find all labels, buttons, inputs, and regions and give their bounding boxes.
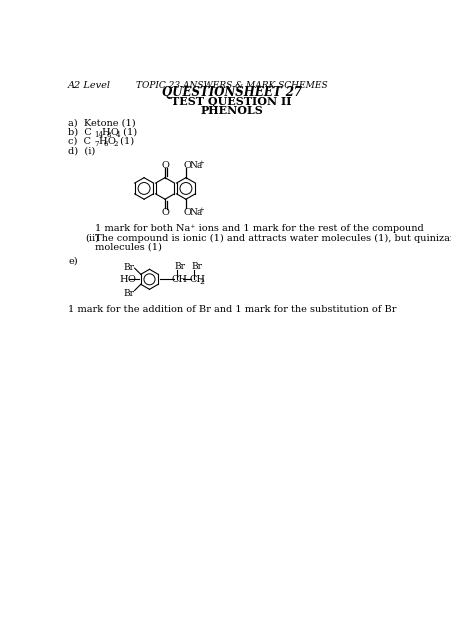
Text: H: H [101, 127, 110, 136]
Text: (ii): (ii) [85, 234, 99, 243]
Text: The compound is ionic (1) and attracts water molecules (1), but quinizarin is no: The compound is ionic (1) and attracts w… [95, 234, 451, 243]
Text: 1 mark for both Na⁺ ions and 1 mark for the rest of the compound: 1 mark for both Na⁺ ions and 1 mark for … [95, 224, 423, 233]
Text: Na: Na [189, 209, 202, 218]
Text: (1): (1) [117, 137, 134, 146]
Text: 2: 2 [198, 278, 203, 286]
Text: 1 mark for the addition of Br and 1 mark for the substitution of Br: 1 mark for the addition of Br and 1 mark… [68, 305, 396, 314]
Text: a)  Ketone (1): a) Ketone (1) [68, 118, 135, 127]
Text: Br: Br [174, 262, 185, 271]
Text: O: O [110, 127, 118, 136]
Text: Na: Na [189, 161, 202, 170]
Text: Br: Br [191, 262, 202, 271]
Text: TOPIC 23 ANSWERS & MARK SCHEMES: TOPIC 23 ANSWERS & MARK SCHEMES [136, 81, 327, 90]
Text: O: O [128, 275, 135, 284]
Text: O: O [161, 161, 170, 170]
Text: O: O [161, 209, 170, 218]
Text: QUESTIONSHEET 27: QUESTIONSHEET 27 [161, 86, 301, 99]
Text: Br: Br [124, 262, 134, 272]
Text: A2 Level: A2 Level [68, 81, 111, 90]
Text: 7: 7 [94, 140, 99, 148]
Text: +: + [198, 159, 203, 166]
Text: CH: CH [189, 275, 205, 284]
Text: O: O [183, 209, 191, 218]
Text: TEST QUESTION II: TEST QUESTION II [171, 97, 291, 108]
Text: b)  C: b) C [68, 127, 92, 136]
Text: O: O [183, 161, 191, 170]
Text: c)  C: c) C [68, 137, 91, 146]
Text: O: O [107, 137, 115, 146]
Text: Br: Br [124, 289, 134, 298]
Text: H: H [119, 275, 128, 284]
Text: (1): (1) [120, 127, 137, 136]
Text: e): e) [68, 257, 78, 266]
Text: 8: 8 [106, 131, 111, 139]
Text: molecules (1): molecules (1) [95, 243, 162, 252]
Text: H: H [98, 137, 107, 146]
Text: 6: 6 [104, 140, 108, 148]
Text: +: + [198, 206, 203, 214]
Text: PHENOLS: PHENOLS [200, 105, 262, 116]
Text: d)  (i): d) (i) [68, 147, 95, 156]
Text: CH: CH [171, 275, 188, 284]
Text: 14: 14 [94, 131, 103, 139]
Text: 4: 4 [116, 131, 120, 139]
Text: 2: 2 [113, 140, 117, 148]
